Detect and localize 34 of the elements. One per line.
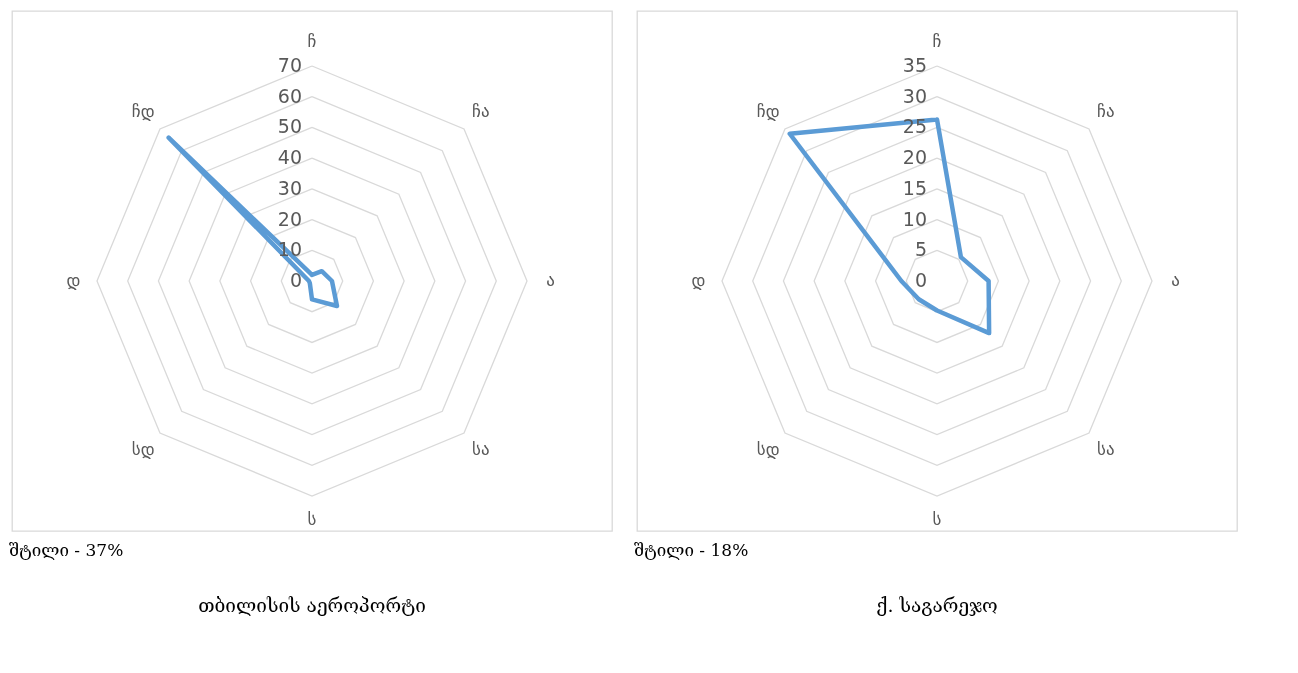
text: შტილი - 18% (634, 540, 749, 560)
y-tick-label: 30 (902, 84, 927, 107)
spoke-label: ჩა (471, 101, 490, 122)
text: თბილისის აეროპორტი (198, 594, 426, 616)
spoke-label: სდ (131, 438, 155, 459)
spoke-label: ჩ (307, 31, 317, 52)
spoke-label: ჩ (932, 31, 942, 52)
y-tick-label: 70 (277, 54, 302, 76)
spoke-label: ჩდ (131, 101, 155, 122)
y-tick-label: 5 (914, 238, 927, 261)
y-tick-label: 40 (277, 146, 302, 169)
spoke-label: ა (1171, 270, 1180, 290)
spoke-label: სა (1096, 438, 1115, 459)
spoke-label: ჩდ (756, 101, 780, 122)
y-tick-label: 60 (277, 84, 302, 107)
spoke-label: დ (66, 270, 81, 290)
y-tick-label: 0 (289, 269, 302, 291)
spoke-label: ა (546, 270, 555, 290)
y-tick-label: 30 (277, 176, 302, 199)
y-tick-label: 15 (902, 176, 927, 199)
spoke-label: დ (691, 270, 706, 290)
text: ქ. საგარეჯო (876, 594, 998, 616)
y-tick-label: 20 (277, 207, 302, 230)
y-tick-label: 10 (902, 207, 927, 230)
spoke-label: ს (307, 508, 317, 529)
text: შტილი - 37% (9, 540, 124, 560)
spoke-label: სდ (756, 438, 780, 459)
y-tick-label: 50 (277, 115, 302, 138)
spoke-label: ჩა (1096, 101, 1115, 122)
y-tick-label: 35 (902, 54, 927, 76)
y-tick-label: 0 (914, 269, 927, 291)
spoke-label: ს (932, 508, 942, 529)
y-tick-label: 20 (902, 146, 927, 169)
spoke-label: სა (471, 438, 490, 459)
